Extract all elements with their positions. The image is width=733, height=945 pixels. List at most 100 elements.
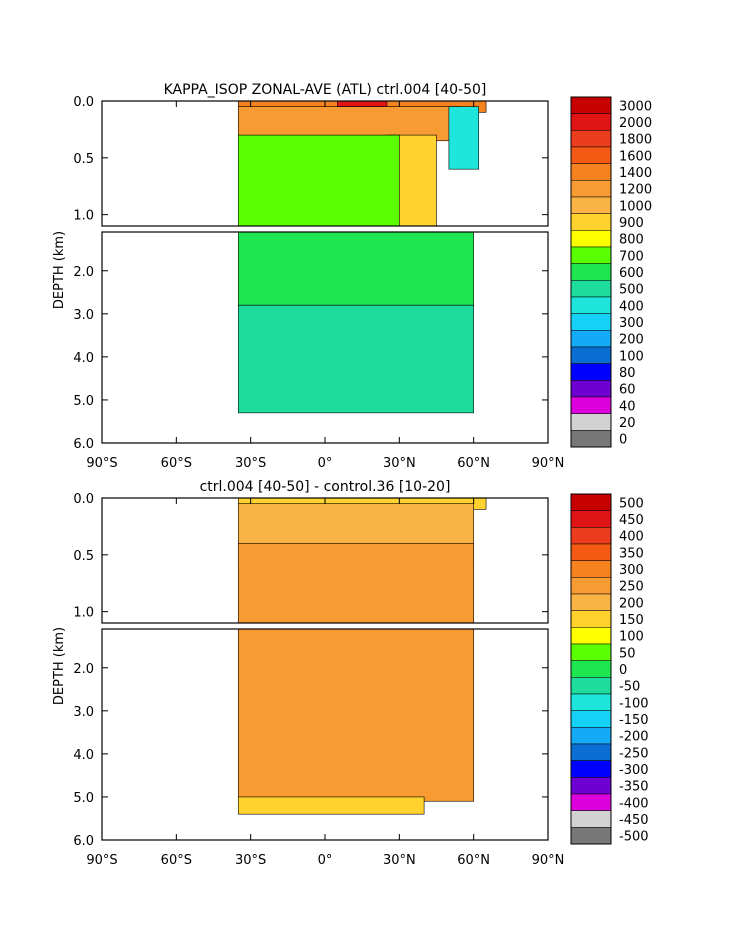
colorbar-swatch [570,693,612,711]
colorbar-swatch [570,180,612,198]
colorbar-swatch [570,113,612,131]
y-axis-label: DEPTH (km) [52,627,67,705]
region-bottom-yellow [237,796,425,815]
upper-field [237,498,487,623]
y-axis: 0.0 0.5 1.0 2.0 3.0 4.0 5.0 6.0 [73,95,548,452]
colorbar-swatch [570,380,612,398]
colorbar-frame [570,96,612,448]
x-tick-label: 60°N [457,853,490,868]
colorbar-label: 1000 [619,199,652,214]
y-axis: 0.0 0.5 1.0 2.0 3.0 4.0 5.0 6.0 [73,492,548,849]
colorbar-label: 400 [619,530,644,545]
colorbar-swatch [570,146,612,164]
colorbar-label: 2000 [619,116,652,131]
region-interior-orange [237,543,474,623]
colorbar-swatch [570,130,612,148]
region-deep-cyan [237,304,474,414]
colorbar-swatch [570,727,612,745]
y-tick-label: 0.5 [73,549,94,564]
colorbar-frame [570,493,612,845]
colorbar-label: 350 [619,546,644,561]
colorbar-swatch [570,163,612,181]
colorbar-swatch [570,593,612,611]
y-tick-label: 1.0 [73,209,94,224]
x-tick-label: 30°N [383,853,416,868]
x-tick-label: 30°S [235,853,266,868]
colorbar-swatch [570,793,612,811]
colorbar-swatch [570,213,612,231]
colorbar-label: 400 [619,299,644,314]
x-tick-label: 60°S [161,853,192,868]
colorbar-label: 200 [619,596,644,611]
colorbar-swatch [570,827,612,845]
lower-plot-area [101,231,549,444]
colorbar-swatch [570,510,612,528]
colorbar-label: 1200 [619,183,652,198]
colorbar-label: 900 [619,216,644,231]
colorbar-swatch [570,660,612,678]
upper-plot-area [101,497,549,624]
x-tick-label: 30°N [383,456,416,471]
colorbar-label: 700 [619,249,644,264]
colorbar-swatch [570,230,612,248]
colorbar-swatch [570,280,612,298]
lower-plot-area [101,628,549,841]
y-tick-label: 5.0 [73,791,94,806]
y-tick-label: 0.5 [73,152,94,167]
colorbar-swatch [570,396,612,414]
colorbar-swatch [570,543,612,561]
panel-kappa-isop: KAPPA_ISOP ZONAL-AVE (ATL) ctrl.004 [40-… [52,82,652,471]
region-surface-max [337,101,388,107]
region-deep-green [237,232,474,306]
colorbar-swatch [570,760,612,778]
x-tick-label: 60°S [161,456,192,471]
colorbar-label: 1800 [619,133,652,148]
y-tick-label: 1.0 [73,606,94,621]
y-tick-label: 6.0 [73,834,94,849]
colorbar-label: -300 [619,763,649,778]
y-tick-label: 6.0 [73,437,94,452]
colorbar-label: 3000 [619,99,652,114]
colorbar-swatch [570,313,612,331]
colorbar-label: 100 [619,630,644,645]
x-tick-label: 0° [318,853,333,868]
colorbar-swatch [570,777,612,795]
colorbar-swatch [570,493,612,511]
colorbar-label: -350 [619,780,649,795]
panel-difference: ctrl.004 [40-50] - control.36 [10-20] DE… [52,479,649,868]
colorbar-swatch [570,330,612,348]
colorbar-label: 0 [619,663,627,678]
colorbar-swatch [570,196,612,214]
colorbar-swatch [570,430,612,448]
colorbar-label: 600 [619,266,644,281]
colorbar-label: -50 [619,680,640,695]
colorbar-swatch [570,413,612,431]
colorbar-label: 100 [619,349,644,364]
colorbar-label: 80 [619,366,636,381]
colorbar-swatch [570,810,612,828]
colorbar-swatch [570,743,612,761]
colorbar-swatch [570,577,612,595]
colorbar-label: 40 [619,399,636,414]
colorbar-label: 800 [619,233,644,248]
x-tick-label: 30°S [235,456,266,471]
colorbar-label: 300 [619,316,644,331]
x-axis: 90°S 60°S 30°S 0° 30°N 60°N 90°N [86,498,564,868]
lower-field [237,629,474,815]
colorbar-swatch [570,296,612,314]
colorbar-label: 150 [619,613,644,628]
colorbar-label: -500 [619,830,649,845]
colorbar-label: -150 [619,713,649,728]
chart-title: KAPPA_ISOP ZONAL-AVE (ATL) ctrl.004 [40-… [164,82,487,98]
colorbar-label: 300 [619,563,644,578]
colorbar-label: 50 [619,646,636,661]
colorbar-swatch [570,627,612,645]
colorbar-swatch [570,363,612,381]
colorbar-label: 1600 [619,149,652,164]
region-interior-orange [237,629,474,802]
x-axis: 90°S 60°S 30°S 0° 30°N 60°N 90°N [86,101,564,471]
colorbar-label: 20 [619,416,636,431]
upper-field [237,101,487,226]
colorbar-label: 60 [619,383,636,398]
